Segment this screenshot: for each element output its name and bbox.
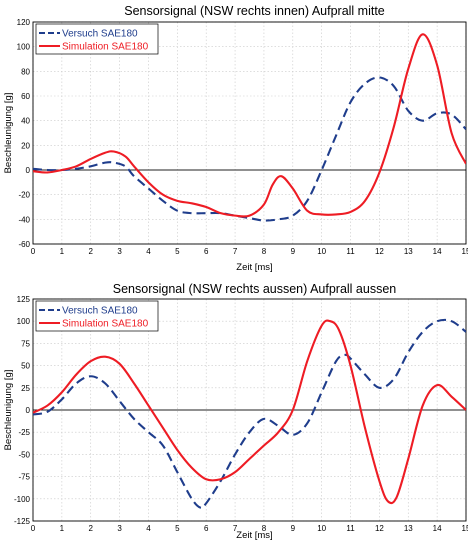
- x-tick-label: 4: [146, 524, 151, 533]
- x-tick-label: 12: [375, 247, 384, 256]
- legend-box: [35, 300, 159, 332]
- x-tick-label: 9: [291, 524, 296, 533]
- y-tick-label: 0: [26, 406, 31, 415]
- series-line-versuch: [33, 318, 466, 509]
- x-tick-label: 5: [175, 247, 180, 256]
- x-tick-label: 0: [31, 524, 36, 533]
- x-tick-label: 14: [433, 524, 442, 533]
- y-tick-label: 60: [21, 92, 30, 101]
- y-tick-label: 40: [21, 117, 30, 126]
- x-tick-label: 13: [404, 524, 413, 533]
- y-tick-label: 80: [21, 67, 30, 76]
- x-tick-label: 2: [89, 524, 94, 533]
- y-tick-label: 25: [21, 384, 30, 393]
- x-tick-label: 10: [317, 247, 326, 256]
- x-tick-label: 9: [291, 247, 296, 256]
- x-tick-label: 8: [262, 247, 267, 256]
- y-tick-label: -25: [18, 428, 30, 437]
- y-tick-label: -75: [18, 473, 30, 482]
- series-line-simulation: [33, 319, 466, 505]
- x-tick-label: 8: [262, 524, 267, 533]
- x-tick-label: 7: [233, 524, 238, 533]
- y-tick-label: 75: [21, 339, 30, 348]
- x-tick-label: 12: [375, 524, 384, 533]
- y-tick-label: -125: [14, 517, 31, 526]
- plot-area: [33, 22, 466, 244]
- x-tick-label: 6: [204, 247, 209, 256]
- y-tick-label: 100: [17, 43, 31, 52]
- y-tick-label: -100: [14, 495, 31, 504]
- x-tick-label: 14: [433, 247, 442, 256]
- y-tick-label: 120: [17, 18, 31, 27]
- x-tick-label: 1: [60, 247, 65, 256]
- y-tick-label: 50: [21, 362, 30, 371]
- y-tick-label: -40: [18, 215, 30, 224]
- x-tick-label: 15: [462, 524, 468, 533]
- legend-label: Simulation SAE180: [62, 319, 149, 330]
- x-tick-label: 3: [117, 524, 122, 533]
- x-tick-label: 3: [117, 247, 122, 256]
- legend: Versuch SAE180 Simulation SAE180: [35, 300, 159, 332]
- x-tick-label: 1: [60, 524, 65, 533]
- y-tick-label: 0: [26, 166, 31, 175]
- chart-panel-1: 0123456789101112131415-60-40-20020406080…: [3, 4, 468, 273]
- plot-frame: [32, 21, 467, 245]
- y-tick-label: -60: [18, 240, 30, 249]
- x-tick-label: 5: [175, 524, 180, 533]
- series-line-simulation: [33, 33, 466, 218]
- x-tick-label: 11: [346, 524, 355, 533]
- x-axis-label: Zeit [ms]: [236, 530, 272, 541]
- x-tick-label: 11: [346, 247, 355, 256]
- chart-title: Sensorsignal (NSW rechts aussen) Aufpral…: [113, 282, 397, 296]
- y-tick-label: -50: [18, 450, 30, 459]
- legend-label: Versuch SAE180: [62, 306, 138, 317]
- y-tick-label: 125: [17, 295, 31, 304]
- legend-label: Versuch SAE180: [62, 29, 138, 40]
- y-axis-label: Beschleunigung [g]: [3, 93, 14, 174]
- x-tick-label: 7: [233, 247, 238, 256]
- x-tick-label: 13: [404, 247, 413, 256]
- x-tick-label: 0: [31, 247, 36, 256]
- x-tick-label: 15: [462, 247, 468, 256]
- y-axis-label: Beschleunigung [g]: [3, 370, 14, 451]
- x-tick-label: 6: [204, 524, 209, 533]
- x-tick-label: 4: [146, 247, 151, 256]
- legend: Versuch SAE180 Simulation SAE180: [35, 23, 159, 55]
- chart-title: Sensorsignal (NSW rechts innen) Aufprall…: [124, 4, 385, 18]
- x-axis-label: Zeit [ms]: [236, 262, 272, 273]
- legend-box: [35, 23, 159, 55]
- x-tick-label: 10: [317, 524, 326, 533]
- x-tick-label: 2: [89, 247, 94, 256]
- y-tick-label: 20: [21, 141, 30, 150]
- y-tick-label: -20: [18, 191, 30, 200]
- chart-panel-2: 0123456789101112131415-125-100-75-50-250…: [3, 282, 468, 541]
- y-tick-label: 100: [17, 317, 31, 326]
- legend-label: Simulation SAE180: [62, 42, 149, 53]
